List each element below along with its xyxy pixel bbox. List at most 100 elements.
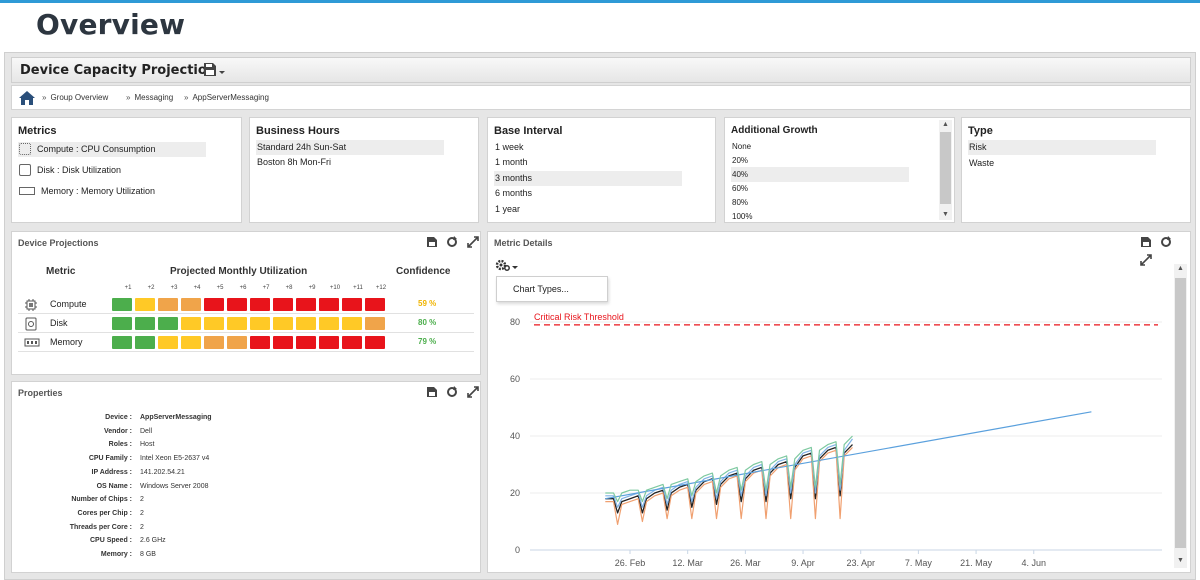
refresh-icon[interactable] <box>1160 236 1172 248</box>
growth-option[interactable]: 80% <box>732 198 749 207</box>
projection-row-label: Disk <box>50 318 68 328</box>
base-interval-option[interactable]: 3 months <box>494 171 682 186</box>
x-tick-label: 23. Apr <box>846 558 875 568</box>
chart-settings-button[interactable] <box>494 258 520 274</box>
cpu-icon <box>19 142 31 155</box>
growth-option[interactable]: 100% <box>732 212 753 221</box>
property-row: Vendor : Dell <box>12 428 412 441</box>
projection-row-disk[interactable]: Disk 80 % <box>18 314 474 333</box>
utilization-cell <box>158 336 178 349</box>
confidence-value: 79 % <box>418 337 437 346</box>
home-icon[interactable] <box>18 90 36 106</box>
business-hours-selector: Business Hours Standard 24h Sun-Sat Bost… <box>249 117 479 223</box>
projection-row-compute[interactable]: Compute 59 % <box>18 295 474 314</box>
projection-row-label: Memory <box>50 337 83 347</box>
maximize-icon[interactable] <box>467 236 479 248</box>
breadcrumb-item[interactable]: » AppServerMessaging <box>184 93 269 102</box>
base-interval-selector: Base Interval 1 week 1 month 3 months 6 … <box>487 117 716 223</box>
device-projections-panel: Device Projections Metric Projected Mont… <box>11 231 481 375</box>
property-value: Host <box>140 441 155 449</box>
base-interval-option[interactable]: 6 months <box>495 188 533 198</box>
base-interval-option[interactable]: 1 week <box>495 142 524 152</box>
breadcrumb: » Group Overview » Messaging » AppServerMes… <box>11 85 1191 110</box>
utilization-cell <box>319 317 339 330</box>
property-value: Intel Xeon E5-2637 v4 <box>140 455 210 463</box>
maximize-icon[interactable] <box>467 386 479 398</box>
breadcrumb-item[interactable]: » Group Overview <box>42 93 109 102</box>
x-tick-label: 26. Mar <box>730 558 761 568</box>
app-title: Device Capacity Projection <box>20 63 217 78</box>
utilization-cell <box>135 298 155 311</box>
scroll-down-icon[interactable]: ▼ <box>1177 557 1184 564</box>
growth-option[interactable]: 20% <box>732 156 749 165</box>
property-value: Windows Server 2008 <box>140 482 209 490</box>
refresh-icon[interactable] <box>446 236 458 248</box>
properties-panel: Properties Device : AppServerMessaging Ven… <box>11 381 481 573</box>
save-icon[interactable] <box>426 236 438 248</box>
base-interval-option[interactable]: 1 year <box>495 204 521 214</box>
y-tick-label: 20 <box>510 488 520 498</box>
chart-types-menu-item[interactable]: Chart Types... <box>513 284 569 294</box>
save-icon[interactable] <box>426 386 438 398</box>
projected-column-header: Projected Monthly Utilization <box>170 266 308 277</box>
device-capacity-window: Device Capacity Projection » Group Overvi… <box>4 52 1196 580</box>
projection-row-memory[interactable]: Memory 79 % <box>18 333 474 352</box>
x-tick-label: 7. May <box>905 558 933 568</box>
property-key: OS Name : <box>96 482 132 490</box>
property-value: 141.202.54.21 <box>140 468 185 476</box>
utilization-cell <box>273 317 293 330</box>
growth-option[interactable]: None <box>732 142 752 151</box>
property-value: 2 <box>140 523 144 531</box>
base-interval-option[interactable]: 1 month <box>495 157 528 167</box>
property-row: CPU Family : Intel Xeon E5-2637 v4 <box>12 455 412 468</box>
utilization-cell <box>365 317 385 330</box>
metric-option[interactable]: Compute : CPU Consumption <box>18 142 206 157</box>
scroll-thumb[interactable] <box>1175 278 1186 548</box>
growth-option[interactable]: 40% <box>731 167 909 182</box>
month-label: +4 <box>193 285 201 291</box>
scroll-up-icon[interactable]: ▲ <box>942 121 949 128</box>
month-label: +11 <box>353 285 363 291</box>
refresh-icon[interactable] <box>446 386 458 398</box>
utilization-cell <box>319 298 339 311</box>
utilization-cell <box>204 336 224 349</box>
metric-details-panel: Metric Details 0 20 40 60 80 26. Feb 12. Mar 26… <box>487 231 1191 573</box>
month-label: +5 <box>216 285 224 291</box>
utilization-cell <box>181 298 201 311</box>
panel-toolbar <box>1136 236 1190 266</box>
x-tick-label: 4. Jun <box>1021 558 1046 568</box>
projection-row-label: Compute <box>50 299 87 309</box>
scroll-thumb[interactable] <box>940 132 951 204</box>
utilization-cell <box>342 336 362 349</box>
series-line-1 <box>605 446 853 525</box>
series-line-3 <box>605 411 1092 500</box>
metric-details-title: Metric Details <box>494 238 553 248</box>
growth-scrollbar[interactable]: ▲ ▼ <box>939 120 952 220</box>
growth-option[interactable]: 60% <box>732 184 749 193</box>
scroll-up-icon[interactable]: ▲ <box>1177 265 1184 272</box>
breadcrumb-item[interactable]: » Messaging <box>126 93 174 102</box>
business-hours-option[interactable]: Boston 8h Mon-Fri <box>257 157 332 167</box>
y-tick-label: 0 <box>515 545 520 555</box>
scroll-down-icon[interactable]: ▼ <box>942 211 949 218</box>
month-label: +12 <box>375 285 387 291</box>
details-scrollbar[interactable]: ▲ ▼ <box>1174 264 1187 568</box>
utilization-cell <box>204 317 224 330</box>
property-row: Memory : 8 GB <box>12 551 412 564</box>
type-option[interactable]: Risk <box>968 140 1156 155</box>
save-icon[interactable] <box>1140 236 1152 248</box>
utilization-cell <box>112 298 132 311</box>
utilization-cell <box>181 336 201 349</box>
cpu-icon <box>24 298 38 317</box>
month-label: +9 <box>308 285 316 291</box>
maximize-icon[interactable] <box>1140 254 1152 266</box>
metric-option[interactable]: Memory : Memory Utilization <box>18 184 206 199</box>
y-tick-label: 60 <box>510 374 520 384</box>
utilization-cell <box>250 298 270 311</box>
type-option[interactable]: Waste <box>969 158 995 168</box>
metric-option[interactable]: Disk : Disk Utilization <box>18 163 206 178</box>
save-menu-button[interactable] <box>202 61 228 79</box>
property-row: Threads per Core : 2 <box>12 524 412 537</box>
property-value: 2 <box>140 509 144 517</box>
business-hours-option[interactable]: Standard 24h Sun-Sat <box>256 140 444 155</box>
